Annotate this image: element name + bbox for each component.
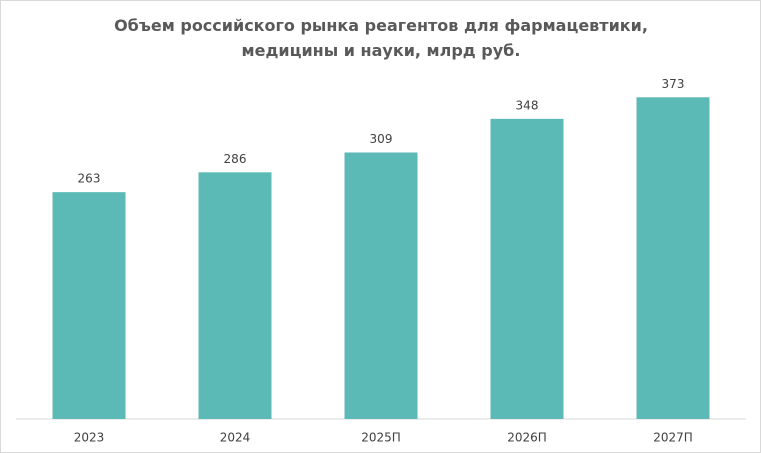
data-label: 263 <box>78 172 101 186</box>
chart-title: Объем российского рынка реагентов для фа… <box>114 16 648 60</box>
data-label: 348 <box>516 98 539 112</box>
x-tick-label: 2023 <box>74 431 105 445</box>
bar <box>490 118 564 419</box>
bar <box>636 97 710 419</box>
x-tick-label: 2027П <box>653 431 693 445</box>
bar <box>52 192 126 419</box>
x-tick-label: 2025П <box>361 431 401 445</box>
data-label: 286 <box>224 152 247 166</box>
x-tick-label: 2026П <box>507 431 547 445</box>
data-label: 309 <box>370 132 393 146</box>
bar <box>198 172 272 419</box>
x-tick-label: 2024 <box>220 431 251 445</box>
bar <box>344 152 418 420</box>
data-label: 373 <box>662 77 685 91</box>
